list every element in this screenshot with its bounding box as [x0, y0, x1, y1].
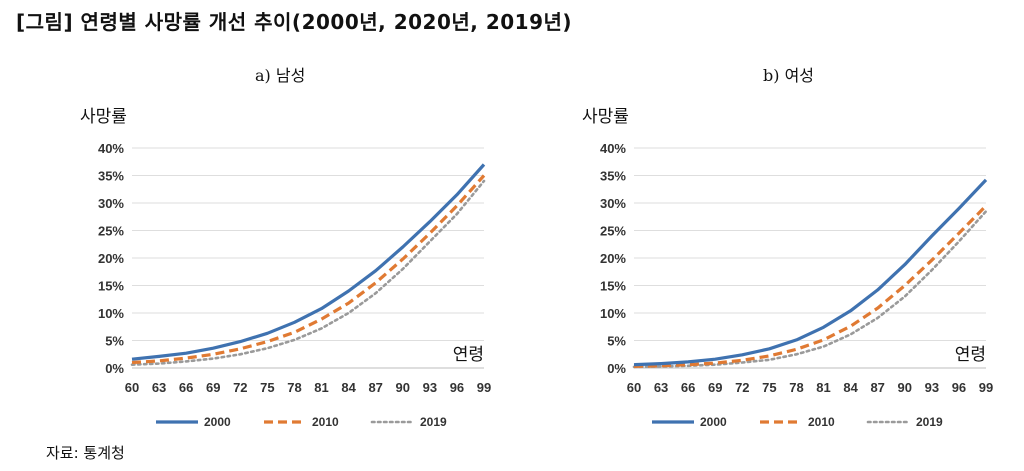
source-note: 자료: 통계청	[46, 444, 125, 462]
series-line-2010	[633, 204, 988, 368]
y-tick-label: 20%	[600, 251, 626, 266]
legend-label-2010: 2010	[808, 415, 835, 429]
x-tick-label: 75	[260, 380, 274, 395]
y-tick-label: 10%	[98, 306, 124, 321]
y-tick-label: 25%	[600, 224, 626, 239]
series-line-2000	[131, 163, 486, 361]
x-tick-label: 78	[287, 380, 301, 395]
x-tick-label: 99	[979, 380, 993, 395]
x-tick-label: 84	[843, 380, 858, 395]
x-axis-label: 연령	[453, 345, 484, 365]
y-tick-label: 20%	[98, 251, 124, 266]
x-tick-label: 60	[627, 380, 641, 395]
x-tick-label: 75	[762, 380, 776, 395]
x-tick-label: 93	[925, 380, 939, 395]
legend-label-2019: 2019	[916, 415, 943, 429]
y-tick-label: 40%	[600, 141, 626, 156]
x-tick-label: 72	[233, 380, 247, 395]
y-tick-label: 35%	[600, 169, 626, 184]
series-line-2000	[633, 178, 988, 367]
x-tick-label: 81	[314, 380, 328, 395]
y-tick-label: 15%	[98, 279, 124, 294]
y-tick-label: 10%	[600, 306, 626, 321]
y-tick-label: 0%	[105, 361, 124, 376]
legend-label-2000: 2000	[700, 415, 727, 429]
x-tick-label: 90	[396, 380, 410, 395]
x-tick-label: 90	[898, 380, 912, 395]
x-tick-label: 60	[125, 380, 139, 395]
x-tick-label: 96	[450, 380, 464, 395]
chart-male: 사망률 0% 5% 10% 15% 20% 25% 30% 35% 40% 60 63 66 69 72 75…	[80, 107, 491, 429]
x-axis-label: 연령	[955, 345, 986, 365]
y-tick-label: 0%	[607, 361, 626, 376]
panel-title-male: a) 남성	[255, 66, 306, 85]
y-axis-label: 사망률	[582, 107, 629, 127]
x-tick-label: 69	[206, 380, 220, 395]
series-line-2010	[131, 174, 486, 365]
y-tick-label: 35%	[98, 169, 124, 184]
y-tick-label: 25%	[98, 224, 124, 239]
x-tick-label: 63	[654, 380, 668, 395]
x-tick-label: 99	[477, 380, 491, 395]
x-tick-label: 66	[179, 380, 193, 395]
legend-label-2019: 2019	[420, 415, 447, 429]
panel-title-female: b) 여성	[763, 66, 815, 85]
x-tick-label: 87	[870, 380, 884, 395]
x-tick-label: 84	[341, 380, 356, 395]
x-tick-label: 72	[735, 380, 749, 395]
chart-female: 사망률 0% 5% 10% 15% 20% 25% 30% 35% 40% 60 63 66 69 72 75…	[582, 107, 993, 429]
y-tick-label: 30%	[98, 196, 124, 211]
y-tick-label: 5%	[607, 334, 626, 349]
y-axis-label: 사망률	[80, 107, 127, 127]
y-tick-label: 5%	[105, 334, 124, 349]
figure-title: [그림] 연령별 사망률 개선 추이(2000년, 2020년, 2019년)	[16, 10, 573, 34]
legend-label-2000: 2000	[204, 415, 231, 429]
x-tick-label: 69	[708, 380, 722, 395]
x-tick-label: 66	[681, 380, 695, 395]
x-tick-label: 96	[952, 380, 966, 395]
y-tick-label: 30%	[600, 196, 626, 211]
x-tick-label: 63	[152, 380, 166, 395]
y-tick-label: 15%	[600, 279, 626, 294]
x-tick-label: 93	[423, 380, 437, 395]
x-tick-label: 87	[368, 380, 382, 395]
series-line-2019	[130, 179, 486, 367]
legend-label-2010: 2010	[312, 415, 339, 429]
x-tick-label: 81	[816, 380, 830, 395]
y-tick-label: 40%	[98, 141, 124, 156]
x-tick-label: 78	[789, 380, 803, 395]
